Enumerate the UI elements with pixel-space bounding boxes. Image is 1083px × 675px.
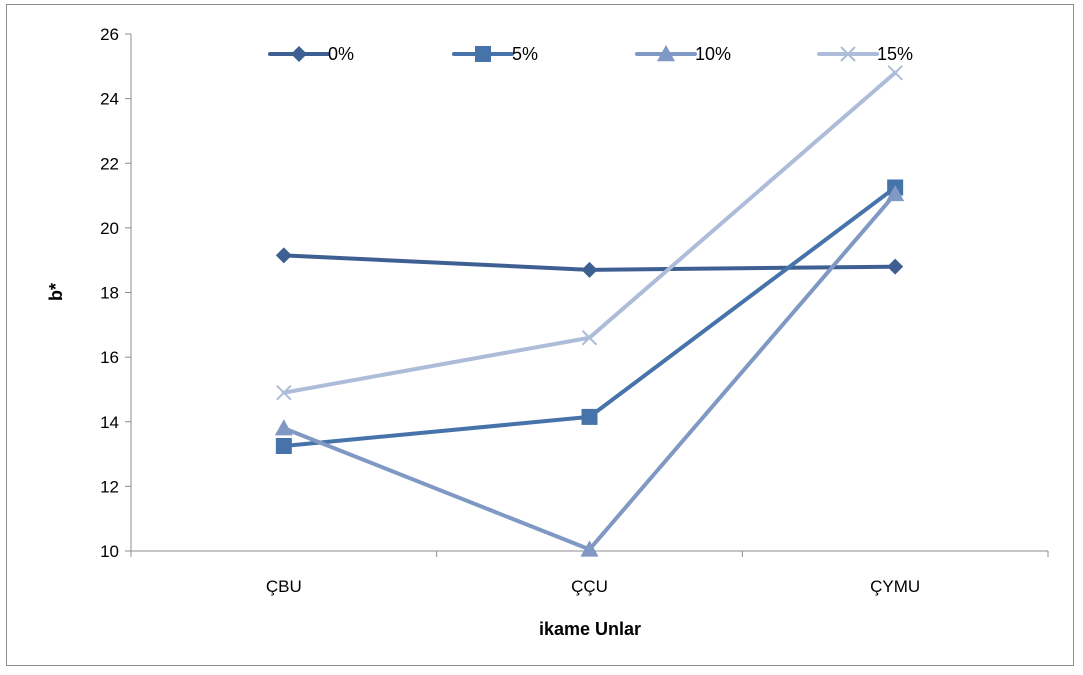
y-axis-title: b*	[46, 283, 66, 301]
legend-entry-2: 5%	[452, 44, 538, 64]
series-1-point-2	[581, 261, 598, 278]
series-2	[275, 179, 904, 454]
series-1-point-3	[887, 258, 904, 275]
legend-marker-2	[475, 46, 491, 62]
series-4-point-1-stroke-b	[276, 384, 292, 401]
series-3-line	[281, 191, 898, 552]
series-4-point-3-stroke-b	[887, 65, 903, 81]
y-tick-label-22: 22	[100, 154, 119, 173]
chart-frame	[6, 4, 1074, 666]
y-tick-label-20: 20	[100, 219, 119, 238]
y-tick-label-26: 26	[100, 25, 119, 44]
series-3-point-3	[886, 184, 905, 202]
series-3-point-2	[580, 540, 599, 557]
y-tick-label-12: 12	[100, 477, 119, 496]
legend-marker-4-stroke-b	[840, 46, 856, 62]
y-tick-label-10: 10	[100, 542, 119, 561]
series-4-point-3	[887, 65, 903, 81]
legend-marker-1	[291, 46, 307, 62]
legend-entry-3: 10%	[635, 44, 731, 64]
series-1-point-1	[275, 247, 292, 264]
series-4-line	[281, 70, 898, 395]
y-tick-label-16: 16	[100, 348, 119, 367]
legend-marker-4	[840, 46, 856, 62]
series-4	[276, 65, 903, 401]
series-4-point-2-stroke-b	[581, 330, 598, 346]
series-2-point-2	[581, 408, 598, 425]
legend-entry-1: 0%	[268, 44, 354, 64]
legend-label-2: 5%	[512, 44, 538, 64]
series-3-point-1	[274, 419, 293, 436]
legend-label-4: 15%	[877, 44, 913, 64]
series-1	[275, 247, 904, 278]
series-2-point-1	[275, 437, 292, 454]
x-axis-title: ikame Unlar	[539, 619, 641, 639]
x-tick-label-2: ÇÇU	[571, 577, 608, 596]
y-tick-label-18: 18	[100, 284, 119, 303]
x-tick-label-1: ÇBU	[266, 577, 302, 596]
series-2-line	[281, 185, 898, 448]
legend-label-3: 10%	[695, 44, 731, 64]
legend-entry-4: 15%	[817, 44, 913, 64]
legend-label-1: 0%	[328, 44, 354, 64]
series-4-point-2	[581, 330, 598, 346]
axes: 10 12 14 16 18 20 22 24 26 ÇBU ÇÇU ÇYMU	[100, 25, 1049, 596]
x-tick-label-3: ÇYMU	[870, 577, 920, 596]
y-tick-label-14: 14	[100, 413, 119, 432]
y-tick-label-24: 24	[100, 90, 119, 109]
series-3	[274, 184, 905, 557]
series-lines	[274, 65, 905, 557]
legend: 0% 5% 10% 15%	[268, 44, 913, 64]
legend-marker-3	[657, 45, 675, 62]
series-4-point-1	[276, 384, 292, 401]
